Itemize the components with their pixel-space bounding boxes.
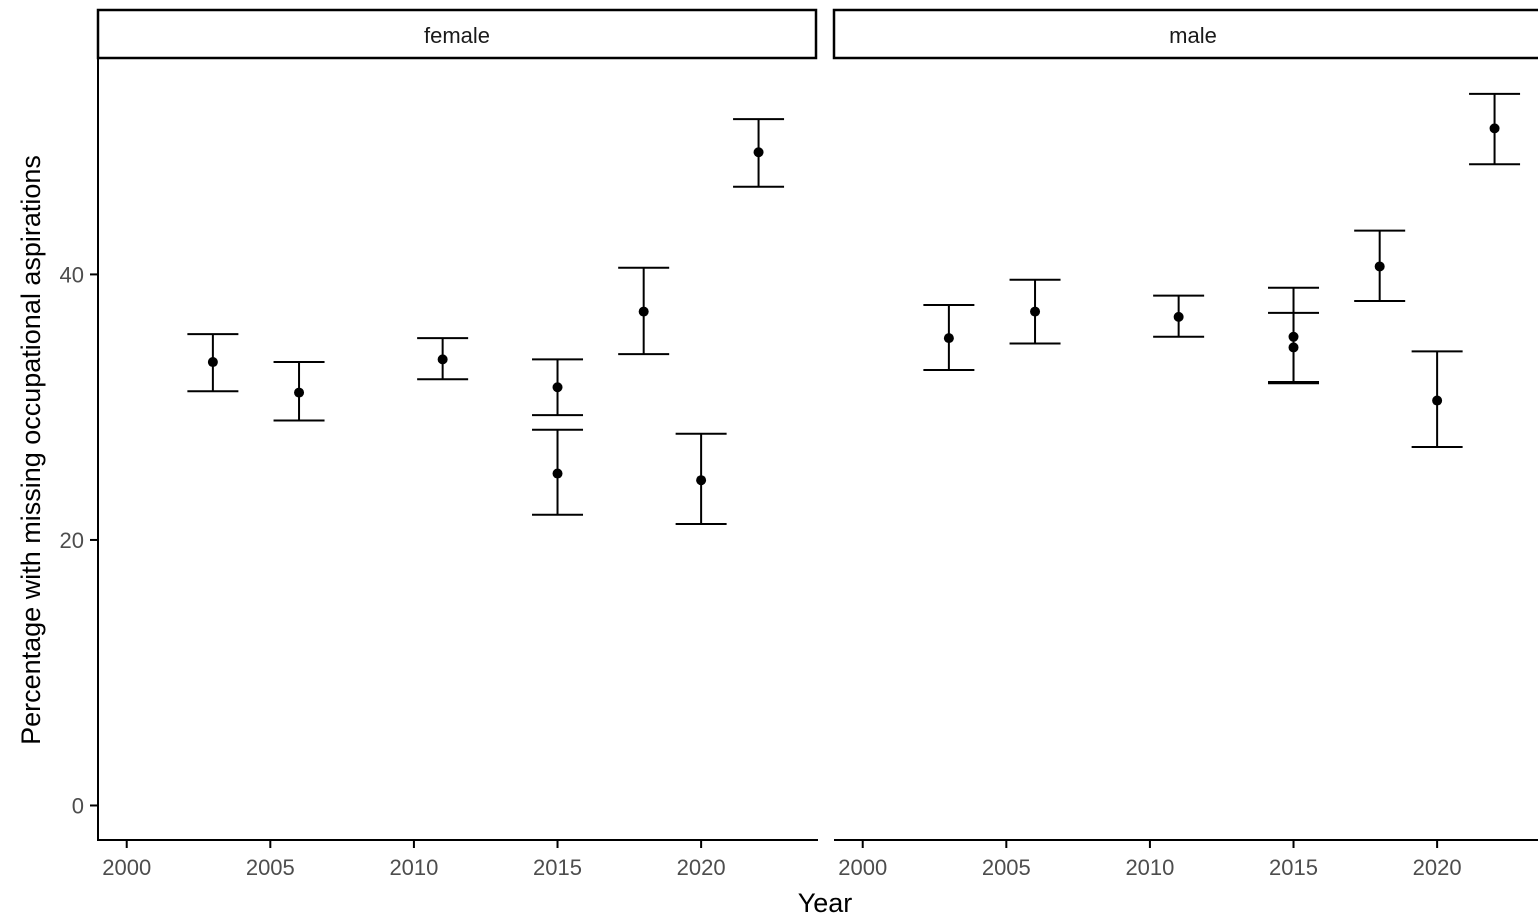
x-tick-label: 2020 xyxy=(1413,855,1462,880)
data-point xyxy=(1173,311,1184,322)
x-tick-label: 2005 xyxy=(982,855,1031,880)
x-tick-label: 2010 xyxy=(1125,855,1174,880)
data-point xyxy=(437,354,448,365)
x-tick-label: 2010 xyxy=(389,855,438,880)
y-tick-label: 20 xyxy=(60,528,84,553)
data-point xyxy=(1030,306,1041,317)
x-axis-title: Year xyxy=(798,888,853,918)
x-tick-label: 2000 xyxy=(102,855,151,880)
facet-label-male: male xyxy=(1169,23,1217,48)
data-point xyxy=(1288,342,1299,353)
x-tick-label: 2015 xyxy=(533,855,582,880)
data-point xyxy=(1374,261,1385,272)
y-tick-label: 0 xyxy=(72,793,84,818)
data-point xyxy=(294,387,305,398)
panel-male: 2000 2005 2010 2015 2020 xyxy=(834,92,1538,880)
data-point xyxy=(552,468,563,479)
facet-female: female 2000 2005 2010 2015 2020 xyxy=(96,8,818,880)
x-tick-label: 2015 xyxy=(1269,855,1318,880)
x-tick-label: 2005 xyxy=(246,855,295,880)
facet-strip-male xyxy=(832,8,1538,60)
data-point xyxy=(552,382,563,393)
data-point xyxy=(696,475,707,486)
y-tick-label: 40 xyxy=(60,262,84,287)
y-axis-title: Percentage with missing occupational asp… xyxy=(16,155,46,745)
data-point xyxy=(943,333,954,344)
facet-label-female: female xyxy=(424,23,490,48)
data-point xyxy=(753,147,764,158)
x-tick-label: 2020 xyxy=(677,855,726,880)
x-tick-label: 2000 xyxy=(838,855,887,880)
panel-female: 2000 2005 2010 2015 2020 xyxy=(98,118,818,880)
data-point xyxy=(1432,395,1443,406)
facet-male: male 2000 2005 2010 2015 2020 xyxy=(832,8,1538,880)
facet-strip-female xyxy=(96,8,818,60)
data-point xyxy=(207,357,218,368)
data-point xyxy=(638,306,649,317)
y-axis: 0 20 40 xyxy=(60,58,99,841)
data-point xyxy=(1489,123,1500,134)
